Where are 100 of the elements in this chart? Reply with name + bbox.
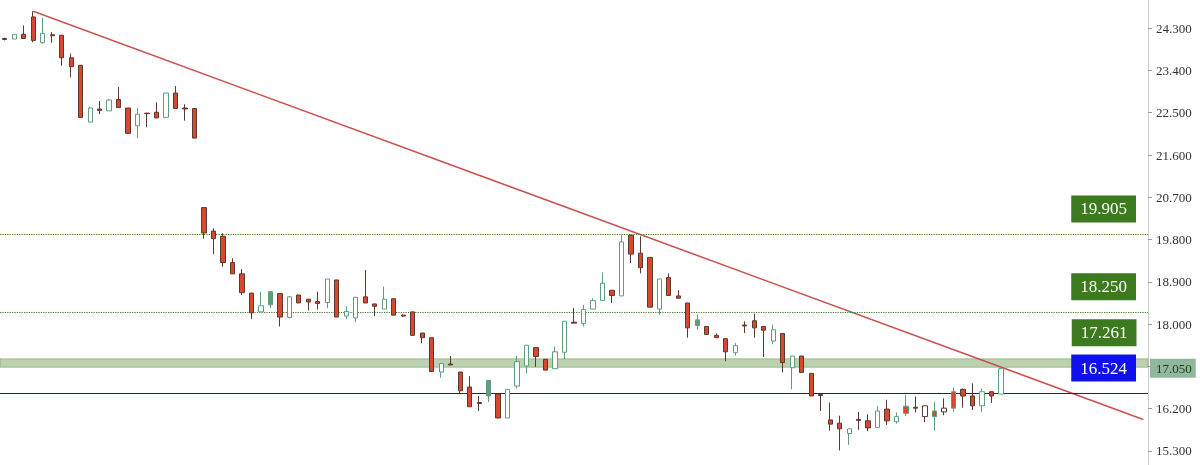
candlestick (344, 305, 349, 320)
candlestick (325, 278, 330, 309)
candlestick (59, 34, 64, 67)
y-tick-label: 19.800 (1156, 232, 1192, 248)
candlestick (154, 101, 159, 119)
candlestick (12, 33, 17, 40)
candlestick (315, 291, 320, 311)
candlestick (477, 395, 482, 412)
candlestick (410, 311, 415, 336)
candlestick (88, 106, 93, 123)
y-tick-label: 20.700 (1156, 189, 1192, 205)
candlestick (647, 256, 653, 308)
candlestick (486, 379, 491, 403)
candlestick (382, 286, 387, 310)
candlestick (391, 298, 396, 316)
candlestick (875, 405, 880, 428)
candlestick (258, 291, 264, 313)
candlestick (970, 382, 975, 411)
ref-line-label: 16.524 (1080, 358, 1128, 378)
candlestick (495, 393, 501, 419)
candlestick (884, 399, 890, 426)
candlestick (865, 413, 871, 432)
candlestick (828, 402, 833, 432)
y-tick-label: 16.200 (1156, 401, 1192, 417)
candlestick (21, 24, 26, 40)
candlestick (296, 294, 301, 304)
candlestick (628, 234, 634, 264)
candlestick (31, 10, 36, 43)
candlestick (856, 411, 861, 431)
candlestick (211, 227, 216, 255)
candlestick (2, 37, 7, 41)
candlestick (69, 53, 74, 78)
candlestick (704, 325, 709, 335)
ref-line-label: 18.250 (1080, 277, 1127, 297)
candlestick (163, 92, 169, 118)
candlestick (562, 320, 567, 360)
candlestick (790, 355, 795, 390)
candlestick (353, 296, 358, 323)
candlestick (192, 108, 197, 139)
candlestick (581, 304, 586, 327)
candlestick (401, 313, 406, 318)
ref-line-label: 19.905 (1080, 199, 1127, 219)
candlestick (761, 325, 766, 358)
candlestick (458, 371, 463, 395)
candlestick (543, 358, 548, 371)
candlestick (685, 302, 690, 339)
candlestick (106, 98, 112, 112)
candlestick (714, 332, 719, 339)
candlestick (922, 405, 928, 423)
candlestick (837, 415, 842, 451)
y-tick-label: 18.900 (1156, 274, 1192, 290)
candlestick (116, 86, 121, 109)
candlestick (666, 272, 671, 296)
candlestick (334, 279, 339, 318)
candlestick (799, 355, 804, 373)
text: 17.050 (1156, 360, 1192, 376)
candlestick (903, 394, 909, 417)
candlestick (960, 387, 966, 409)
candlestick (733, 342, 738, 357)
y-tick-label: 22.500 (1156, 105, 1192, 121)
candlestick (429, 337, 434, 373)
candlestick (742, 320, 747, 334)
candlestick (97, 100, 102, 115)
candlestick (220, 232, 226, 268)
candlestick (552, 346, 558, 370)
candlestick (420, 332, 425, 344)
candlestick (372, 303, 377, 317)
candlestick (771, 324, 776, 345)
candlestick (723, 338, 728, 362)
candlestick (125, 107, 131, 134)
candlestick (249, 292, 254, 320)
candlestick (514, 355, 520, 389)
candlestick (135, 107, 140, 139)
candlestick (752, 313, 757, 339)
y-tick-label: 21.600 (1156, 147, 1192, 163)
candlestick (287, 295, 292, 319)
candlestick (571, 307, 577, 324)
candlestick (998, 367, 1004, 395)
candlestick (809, 372, 814, 397)
candlestick (913, 395, 918, 413)
candlestick (201, 207, 207, 240)
candlestick (78, 64, 83, 118)
candlestick (448, 355, 453, 366)
candlestick (533, 347, 539, 368)
candlestick (182, 103, 188, 122)
candlestick (600, 271, 605, 302)
candlestick (951, 387, 956, 413)
candlestick (306, 298, 311, 311)
y-tick-label: 24.300 (1156, 20, 1192, 36)
candlestick (657, 278, 662, 316)
y-tick-label: 18.000 (1156, 316, 1192, 332)
candlestick (932, 401, 937, 432)
candlestick (847, 428, 852, 446)
candlestick (590, 297, 596, 310)
candlestick (467, 375, 472, 408)
candlestick (979, 387, 985, 413)
candlestick (676, 289, 681, 299)
candlestick (230, 257, 235, 275)
candlestick (894, 411, 899, 425)
candlestick (173, 85, 178, 109)
